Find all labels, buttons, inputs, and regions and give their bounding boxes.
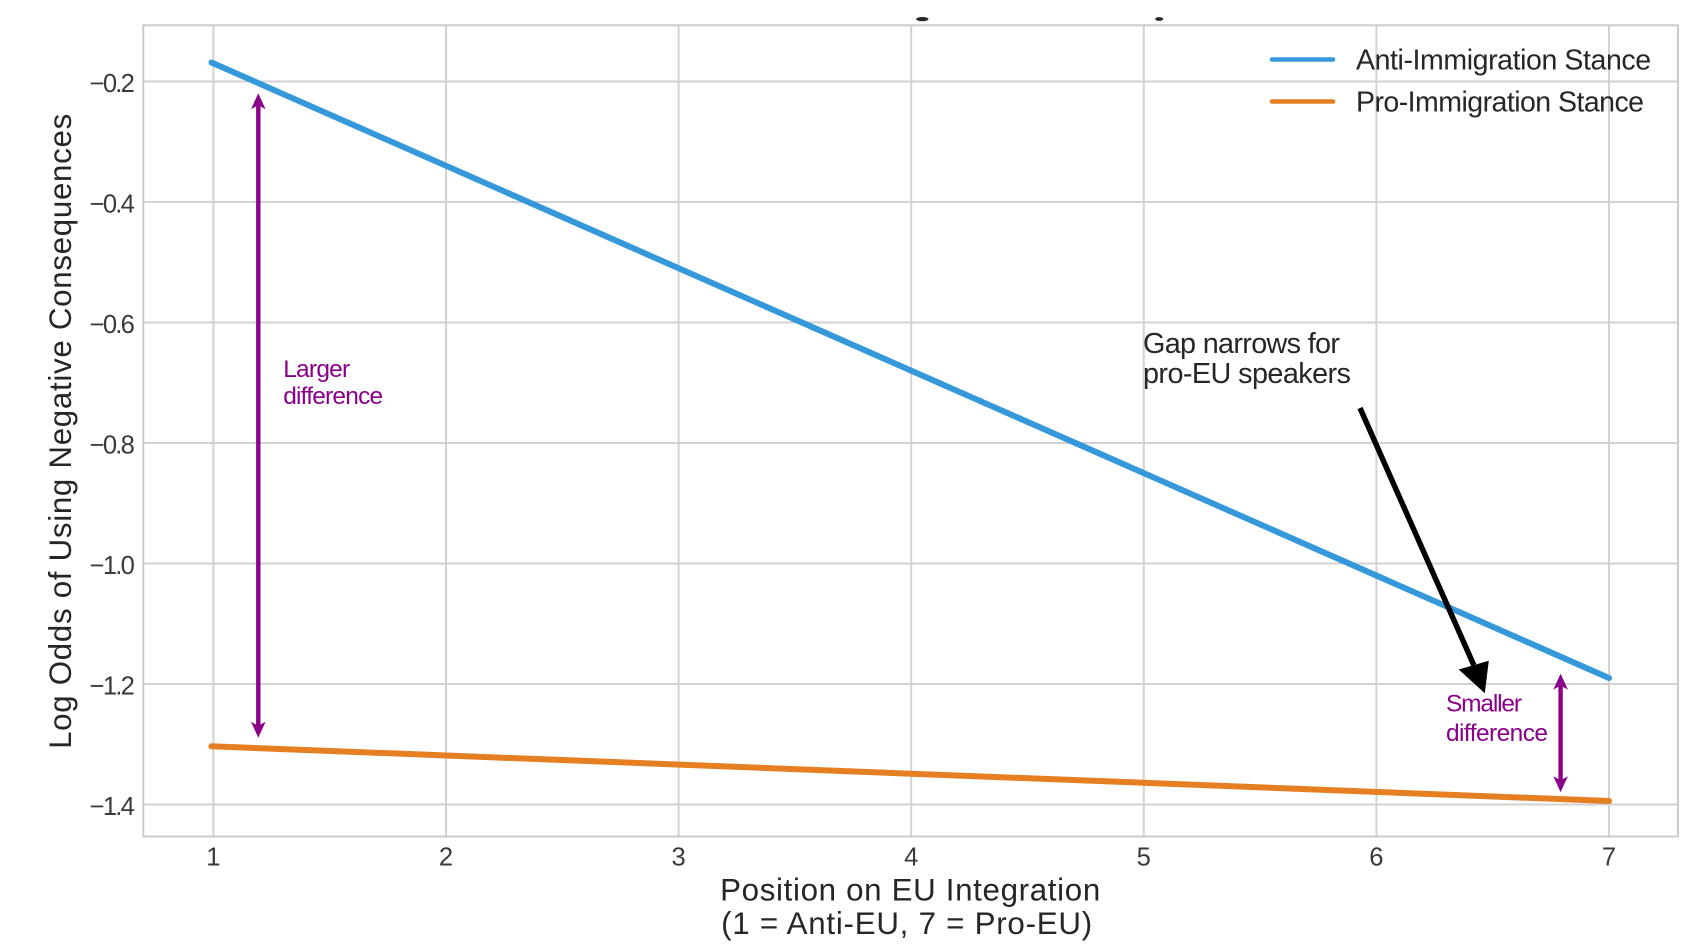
svg-text:difference: difference [1446,720,1547,747]
svg-text:difference: difference [283,383,382,410]
svg-text:Smaller: Smaller [1446,691,1522,718]
svg-text:−0.2: −0.2 [90,70,134,98]
svg-text:−0.8: −0.8 [90,432,135,460]
svg-text:4: 4 [904,844,918,872]
svg-text:−1.0: −1.0 [90,552,135,580]
svg-text:2: 2 [439,844,453,872]
svg-text:1: 1 [206,844,220,872]
svg-text:−0.4: −0.4 [90,191,135,219]
svg-text:−1.2: −1.2 [90,673,134,701]
svg-text:−0.6: −0.6 [90,311,135,339]
svg-text:5: 5 [1137,844,1151,872]
svg-text:(1 = Anti-EU, 7 = Pro-EU): (1 = Anti-EU, 7 = Pro-EU) [721,906,1093,941]
svg-text:7: 7 [1602,844,1616,872]
svg-text:Anti-Immigration Stance: Anti-Immigration Stance [1356,45,1651,77]
svg-text:3: 3 [671,844,685,872]
svg-text:Gap narrows for: Gap narrows for [1143,328,1340,360]
svg-text:−1.4: −1.4 [90,793,135,821]
svg-text:Larger: Larger [283,356,350,383]
svg-text:pro-EU speakers: pro-EU speakers [1143,358,1351,390]
svg-text:6: 6 [1369,844,1383,872]
svg-text:Log Odds of Using Negative Con: Log Odds of Using Negative Consequences [43,113,78,749]
svg-text:Pro-Immigration Stance: Pro-Immigration Stance [1356,87,1643,119]
svg-text:Position on EU Integration: Position on EU Integration [720,873,1101,908]
